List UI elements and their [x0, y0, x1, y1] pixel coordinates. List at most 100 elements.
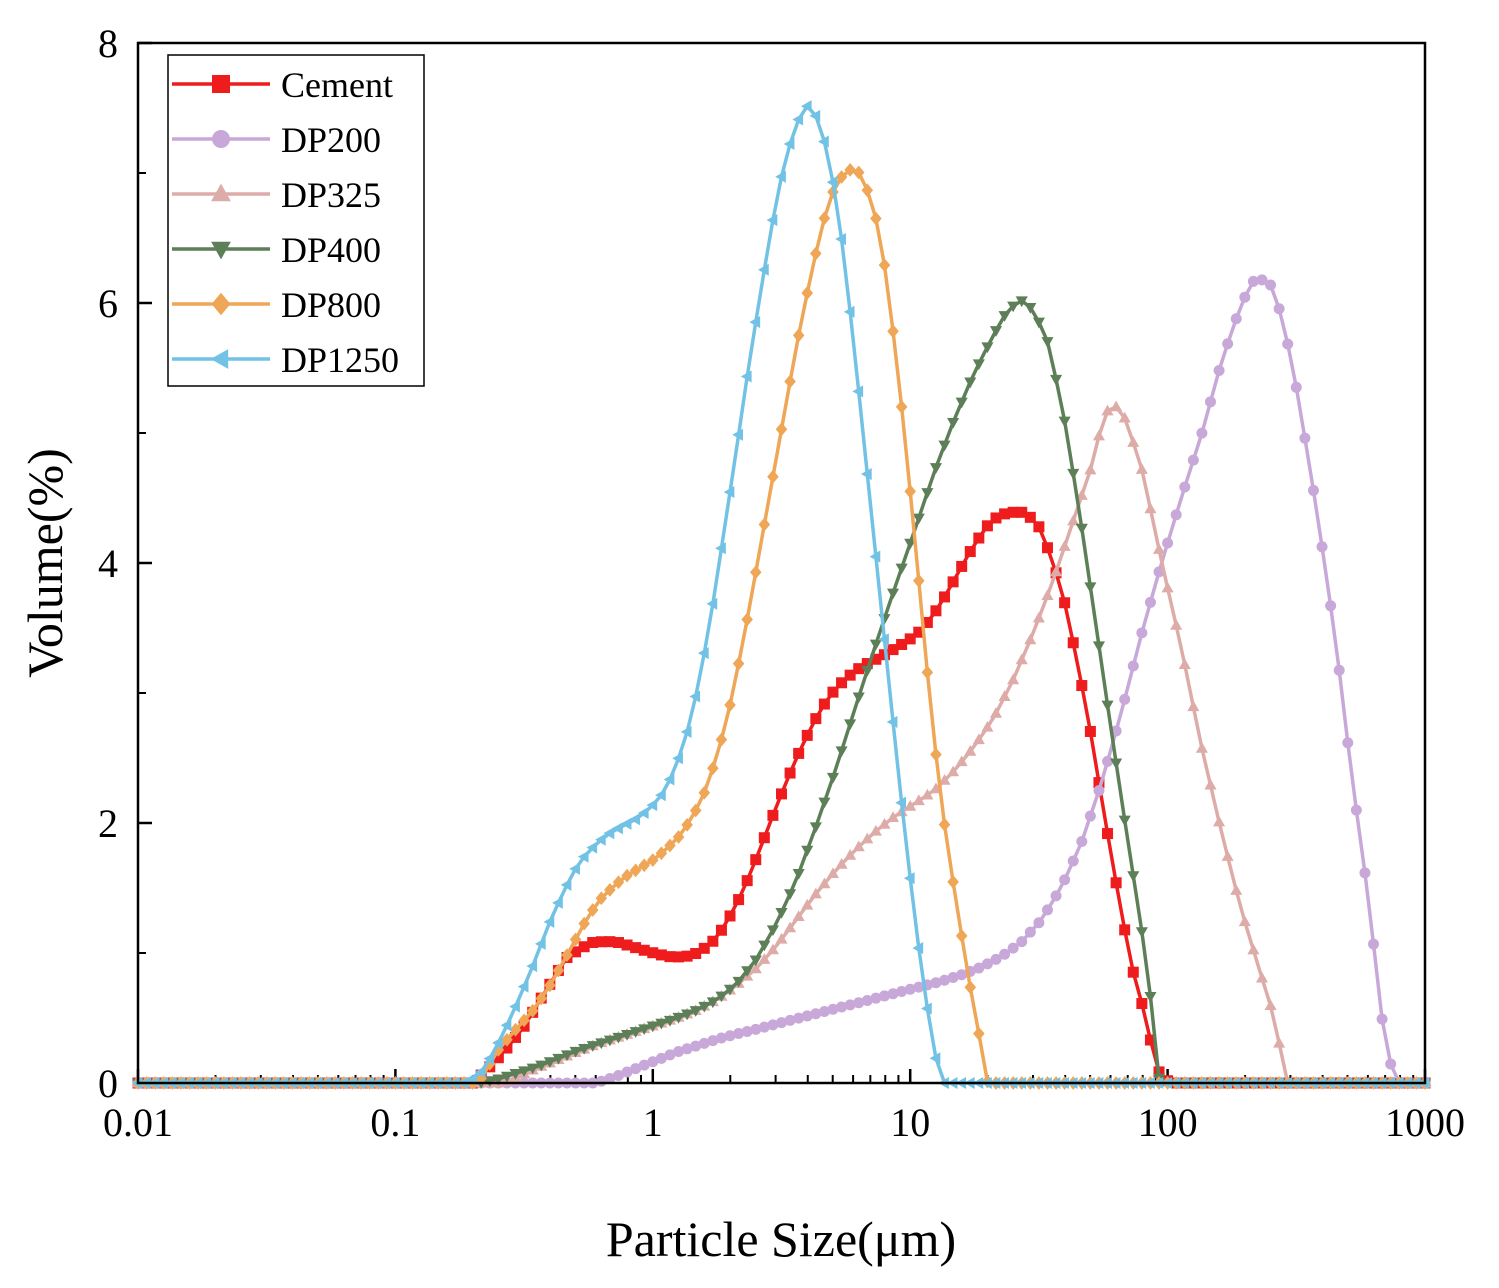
data-point-dp200	[1282, 338, 1294, 350]
data-point-cement	[999, 508, 1011, 520]
legend-label-dp400: DP400	[281, 230, 381, 270]
data-point-dp800	[501, 1032, 513, 1047]
x-tick-label: 1	[643, 1100, 663, 1145]
x-tick-label: 10	[890, 1100, 930, 1145]
data-point-dp400	[1024, 303, 1037, 314]
data-point-dp400	[723, 984, 737, 996]
data-point-dp200	[1050, 890, 1062, 902]
data-point-dp400	[1050, 374, 1063, 386]
data-point-dp325	[981, 720, 994, 732]
legend-marker-dp400	[211, 241, 231, 260]
data-point-dp200	[1136, 627, 1148, 639]
data-point-dp200	[1299, 432, 1311, 444]
data-point-dp200	[1119, 693, 1131, 705]
data-point-dp200	[913, 981, 925, 993]
data-point-dp325	[1032, 611, 1045, 623]
data-point-dp200	[861, 995, 873, 1007]
y-axis-label: Volume(%)	[17, 448, 73, 678]
data-point-cement	[673, 951, 685, 963]
data-point-dp325	[1110, 400, 1123, 412]
data-point-dp400	[612, 1032, 625, 1044]
data-point-dp200	[1033, 917, 1045, 929]
data-point-dp325	[1204, 778, 1217, 790]
data-point-dp400	[921, 488, 934, 499]
data-point-dp400	[1007, 301, 1020, 313]
data-point-cement	[870, 653, 882, 665]
data-point-dp400	[638, 1024, 651, 1036]
data-point-dp1250	[818, 135, 829, 148]
legend-label-dp1250: DP1250	[281, 340, 399, 380]
data-point-cement	[904, 633, 916, 645]
data-point-dp400	[801, 845, 814, 857]
data-point-dp800	[818, 211, 831, 226]
data-point-dp400	[483, 1076, 496, 1088]
data-point-dp400	[646, 1021, 659, 1033]
data-point-dp325	[869, 824, 882, 836]
data-point-dp400	[1041, 337, 1054, 348]
data-point-dp800	[835, 170, 848, 184]
data-point-dp325	[809, 887, 822, 899]
data-point-cement	[818, 698, 830, 710]
data-point-dp200	[990, 953, 1002, 965]
data-point-dp1250	[586, 841, 598, 854]
data-point-dp200	[784, 1014, 796, 1026]
data-point-dp1250	[663, 773, 675, 786]
data-point-dp800	[741, 612, 753, 627]
data-point-dp1250	[603, 827, 615, 840]
data-point-dp200	[741, 1025, 753, 1037]
data-point-dp400	[689, 1006, 702, 1017]
data-point-cement	[587, 937, 599, 949]
data-point-dp400	[758, 940, 771, 952]
data-point-dp200	[801, 1010, 813, 1022]
data-point-dp400	[663, 1015, 677, 1027]
data-point-dp800	[852, 165, 865, 180]
data-point-dp325	[1195, 741, 1208, 753]
data-point-dp200	[973, 962, 985, 974]
data-point-dp200	[1256, 274, 1268, 286]
data-point-dp200	[1307, 484, 1319, 496]
data-point-dp200	[1179, 481, 1191, 493]
data-point-cement	[947, 576, 959, 588]
data-point-dp400	[784, 889, 797, 901]
data-point-dp400	[681, 1009, 694, 1021]
data-point-dp800	[561, 948, 573, 963]
data-point-dp400	[706, 997, 719, 1009]
data-point-dp400	[500, 1071, 513, 1083]
data-point-dp200	[827, 1003, 839, 1015]
data-point-dp1250	[860, 467, 872, 481]
data-point-dp200	[1076, 836, 1088, 848]
data-point-dp800	[732, 656, 745, 671]
data-point-dp1250	[509, 1000, 520, 1013]
data-point-cement	[844, 669, 856, 681]
data-point-dp325	[1170, 619, 1183, 630]
data-point-dp400	[732, 976, 745, 988]
data-point-dp1250	[715, 542, 726, 555]
data-point-dp200	[1093, 785, 1105, 797]
data-point-dp325	[1247, 943, 1260, 955]
data-point-dp1250	[552, 896, 563, 909]
data-point-dp1250	[740, 370, 752, 383]
data-point-dp200	[664, 1049, 676, 1061]
data-point-dp400	[1118, 815, 1131, 827]
data-point-dp325	[1238, 915, 1251, 927]
data-point-dp800	[930, 747, 942, 762]
data-point-cement	[655, 949, 667, 961]
data-point-cement	[784, 767, 796, 779]
data-point-dp1250	[843, 305, 855, 318]
data-point-dp800	[604, 883, 616, 897]
data-point-dp800	[655, 846, 668, 861]
data-point-dp325	[912, 794, 925, 806]
data-point-dp325	[1264, 999, 1277, 1011]
data-point-dp325	[998, 690, 1011, 702]
legend-marker-dp800	[211, 292, 231, 316]
data-point-dp1250	[577, 850, 589, 863]
data-point-dp200	[870, 992, 882, 1004]
data-point-dp400	[818, 797, 831, 809]
data-point-dp1250	[689, 690, 701, 703]
data-point-dp325	[792, 910, 805, 921]
data-point-dp325	[1041, 589, 1054, 600]
data-point-dp1250	[612, 822, 623, 835]
legend: Cement DP200 DP325 DP400 DP800 DP1250	[167, 54, 425, 387]
data-point-cement	[1110, 877, 1122, 889]
data-point-dp200	[733, 1028, 745, 1040]
